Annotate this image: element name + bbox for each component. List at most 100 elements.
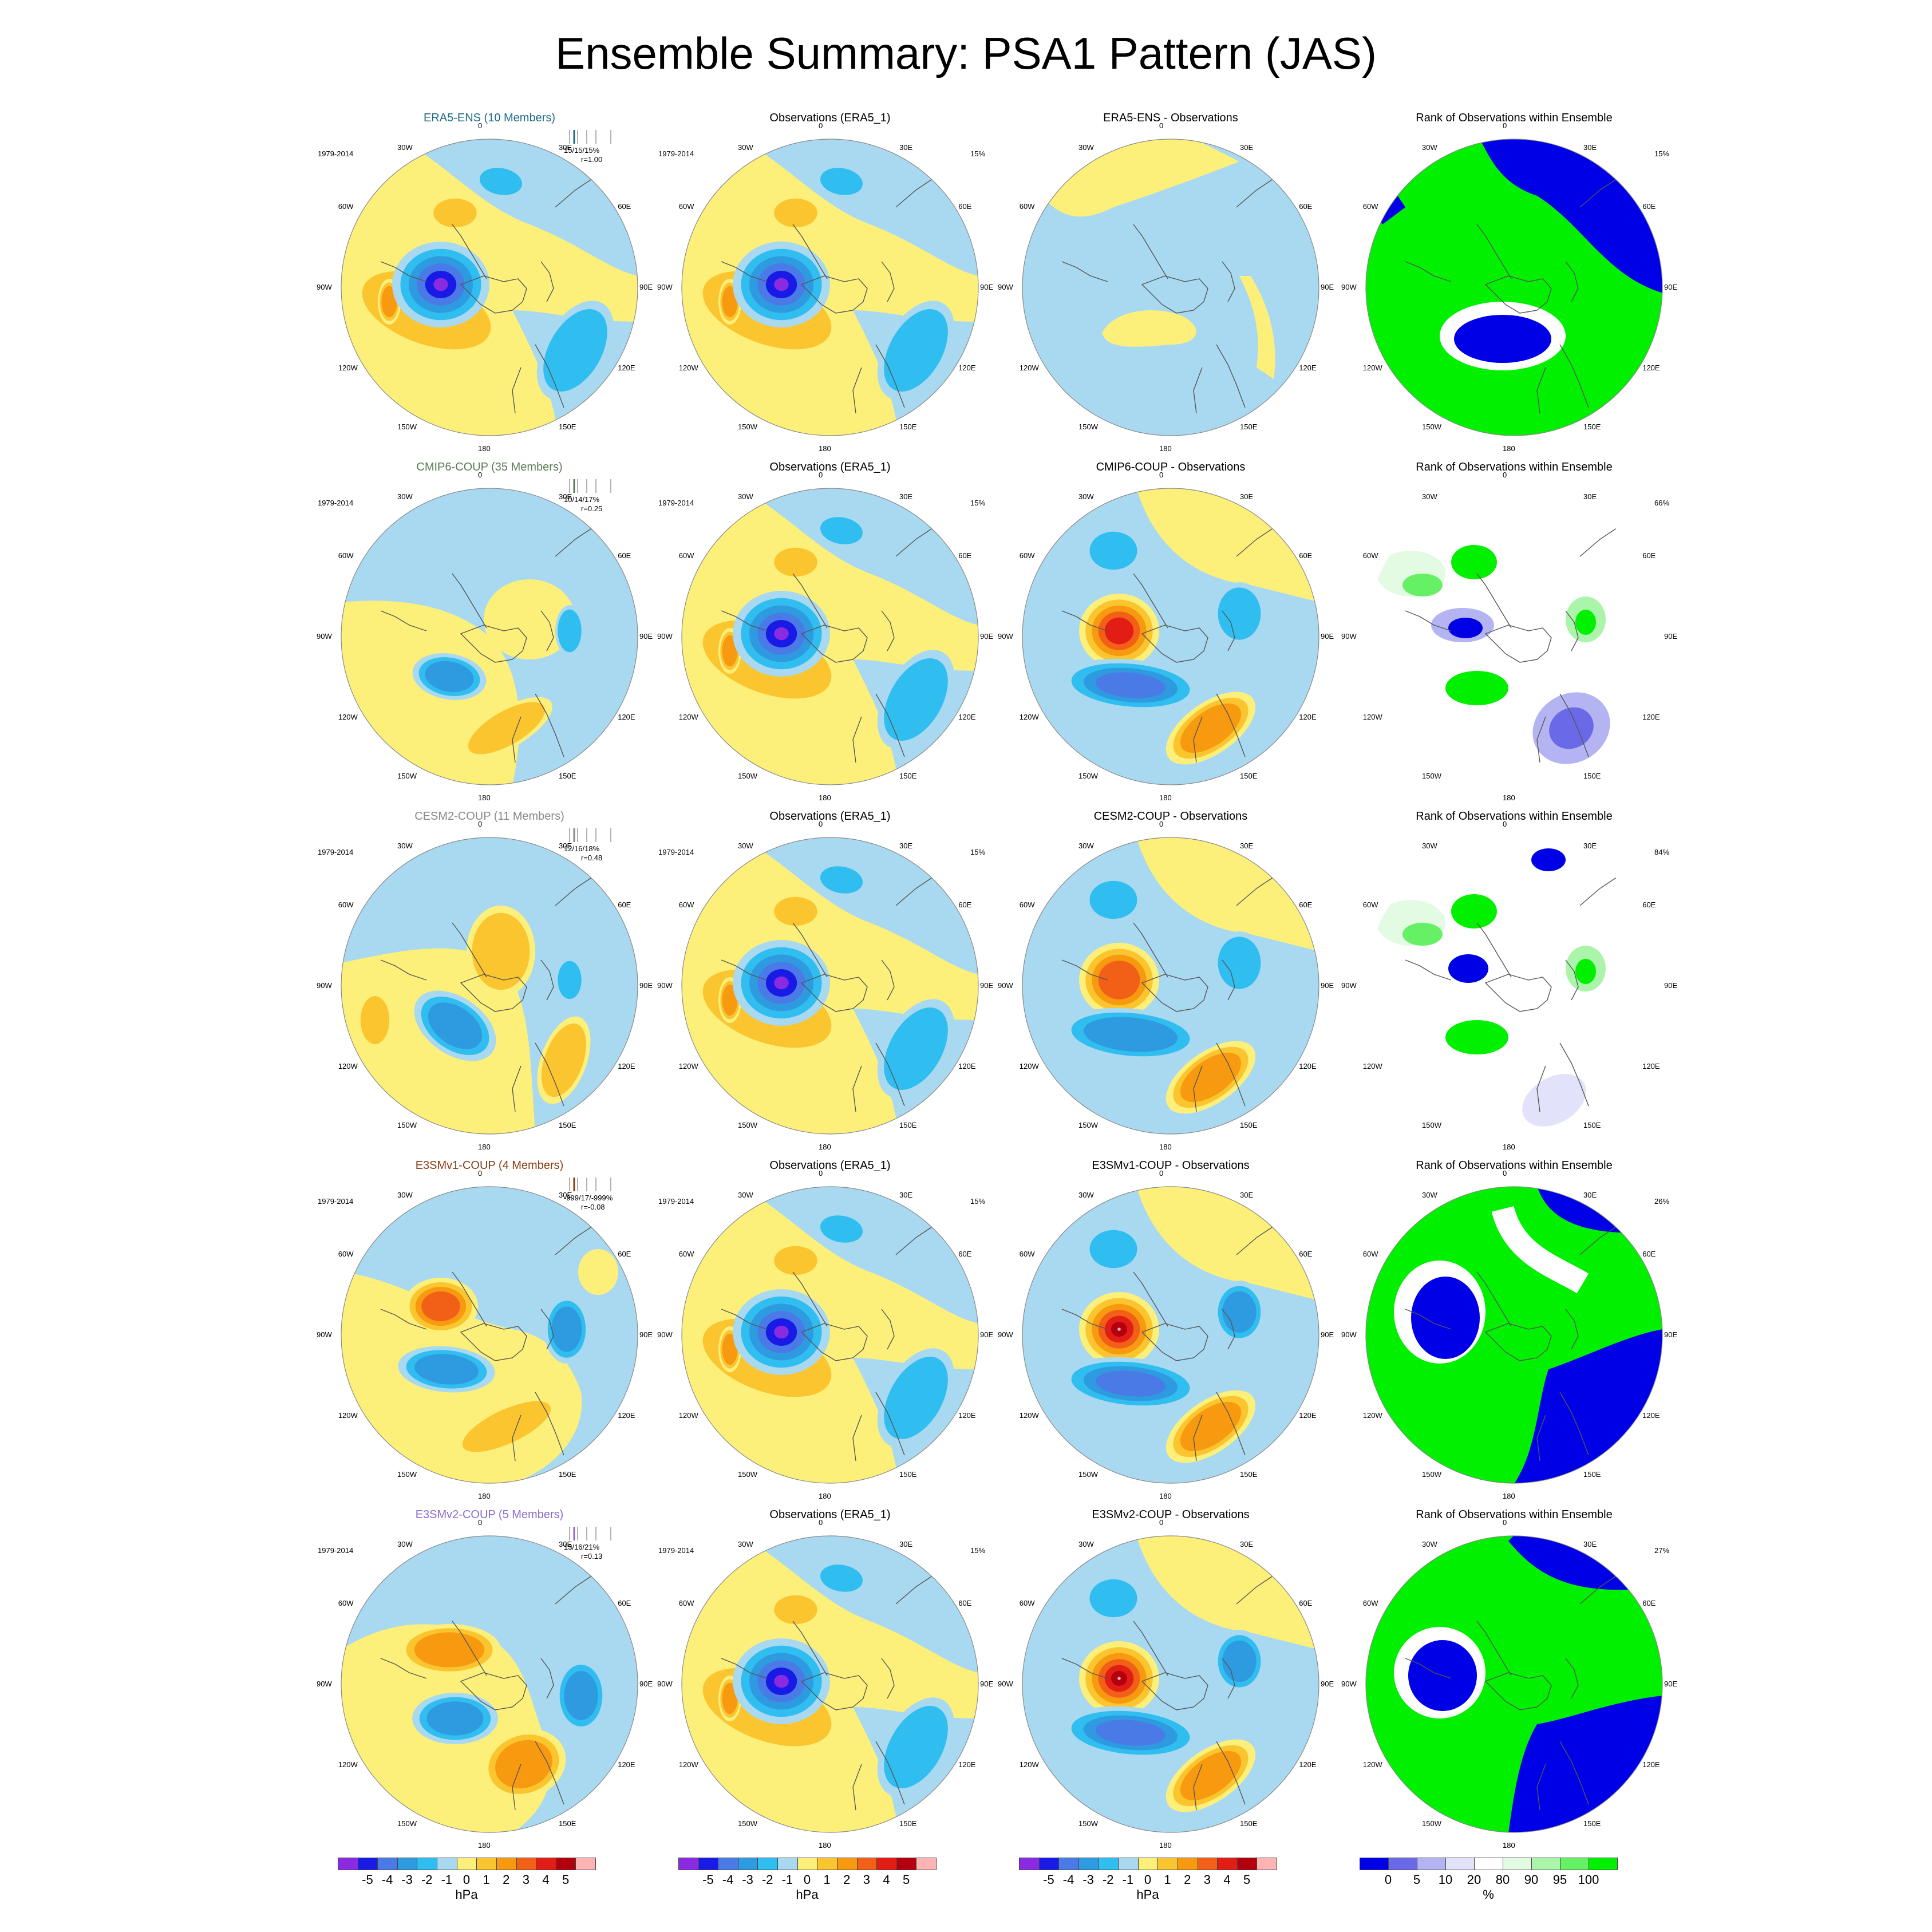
panel-title: CESM2-COUP (11 Members): [414, 810, 564, 823]
colorbar-swatch: [757, 1858, 779, 1870]
low-anomaly-contour: [884, 658, 948, 741]
low-anomaly-contour: [774, 1674, 789, 1688]
coastline: [452, 573, 487, 629]
high-anomaly-contour: [1104, 617, 1134, 645]
high-anomaly-contour: [472, 912, 530, 990]
longitude-label: 60E: [1299, 1250, 1313, 1258]
coastline: [1222, 959, 1235, 1001]
rank-high-region: [1445, 671, 1508, 705]
colorbar-swatch: [1058, 1858, 1079, 1870]
longitude-label: 150W: [738, 422, 757, 432]
longitude-label: 120E: [618, 1411, 635, 1420]
longitude-label: 120W: [1019, 1760, 1039, 1769]
coastline: [792, 573, 828, 629]
map-border: [1365, 139, 1663, 436]
longitude-label: 60W: [338, 202, 354, 211]
low-anomaly-contour: [1095, 672, 1166, 698]
longitude-label: 90W: [1341, 1330, 1357, 1339]
high-anomaly-contour: [774, 1595, 817, 1625]
low-anomaly-contour: [750, 837, 978, 974]
longitude-label: 120E: [618, 1062, 635, 1070]
polar-map: [341, 837, 638, 1135]
longitude-label: 90E: [639, 283, 653, 291]
longitude-label: 90E: [639, 632, 653, 641]
colorbar-tick-label: 4: [542, 1872, 550, 1887]
longitude-label: 90E: [1321, 981, 1334, 990]
panel-title: CESM2-COUP - Observations: [1093, 810, 1248, 823]
colorbar-swatch: [1474, 1858, 1503, 1870]
high-anomaly-contour: [495, 1740, 552, 1789]
rank-high-region: [1451, 545, 1497, 579]
coastline: [875, 1042, 905, 1107]
coastline: [1484, 1323, 1552, 1361]
longitude-label: 150E: [559, 772, 576, 781]
longitude-label: 180: [1503, 444, 1515, 453]
member-bars: [569, 479, 611, 493]
longitude-label: 60W: [1019, 900, 1035, 909]
high-anomaly-contour: [1180, 1052, 1242, 1103]
longitude-label: 120W: [1019, 713, 1039, 721]
map-border: [1365, 1535, 1663, 1833]
high-anomaly-contour: [433, 198, 477, 228]
colorbar-unit: hPa: [455, 1887, 478, 1902]
longitude-label: 60W: [338, 1250, 354, 1258]
longitude-label: 0: [1159, 1518, 1164, 1527]
rank-low-region: [1531, 848, 1566, 871]
longitude-label: 60E: [1642, 551, 1656, 560]
longitude-label: 60W: [678, 551, 694, 560]
longitude-label: 0: [819, 820, 823, 828]
longitude-label: 90W: [998, 981, 1013, 990]
colorbar-swatch: [496, 1858, 517, 1870]
longitude-label: 90E: [639, 981, 653, 990]
high-anomaly-contour: [414, 1632, 485, 1668]
colorbar-tick-label: 0: [1144, 1872, 1152, 1887]
coastline: [540, 959, 554, 1001]
polar-map: [681, 488, 979, 785]
low-anomaly-contour: [558, 961, 582, 999]
low-anomaly-contour: [479, 168, 523, 195]
longitude-label: 90E: [1664, 632, 1678, 641]
rank-low-region: [1549, 707, 1594, 749]
colorbar-tick-label: -5: [1043, 1872, 1054, 1887]
high-anomaly-contour: [774, 896, 817, 926]
longitude-label: 120E: [958, 1760, 976, 1769]
pct-label: 15%: [970, 848, 986, 856]
coastline: [881, 261, 895, 302]
rank-pct-label: 15%: [1654, 149, 1670, 158]
panel-title: Observations (ERA5_1): [769, 1508, 891, 1521]
low-anomaly-contour: [414, 1354, 479, 1385]
longitude-label: 30E: [899, 1190, 913, 1199]
longitude-label: 30W: [1422, 1190, 1437, 1199]
longitude-label: 0: [1159, 820, 1164, 828]
panel-title: Observations (ERA5_1): [769, 461, 891, 473]
panel-title: Rank of Observations within Ensemble: [1416, 112, 1613, 124]
longitude-label: 150E: [1240, 422, 1258, 432]
longitude-label: 30E: [559, 143, 572, 152]
colorbar-tick-label: -1: [781, 1872, 793, 1887]
longitude-label: 90W: [657, 283, 673, 291]
colorbar-tick-label: 0: [463, 1872, 471, 1887]
coastline: [540, 610, 554, 651]
longitude-label: 180: [819, 1492, 831, 1500]
colorbar-swatch: [1217, 1858, 1238, 1870]
correlation-label: r=0.48: [581, 854, 603, 862]
panel-r3-c4: Rank of Observations within Ensemble 84% 0…: [1341, 810, 1686, 1153]
coastline: [1193, 367, 1203, 414]
longitude-label: 0: [478, 820, 483, 828]
member-bars: [569, 130, 611, 144]
longitude-label: 150W: [1078, 1819, 1098, 1828]
colorbar-swatch: [1078, 1858, 1099, 1870]
panel-r5-c4: Rank of Observations within Ensemble 27% 0…: [1341, 1508, 1686, 1852]
colorbar-unit: hPa: [1136, 1887, 1159, 1902]
colorbar-swatch: [1257, 1858, 1277, 1870]
coastline: [721, 959, 768, 981]
longitude-label: 90E: [1321, 283, 1334, 291]
rank-pct-label: 27%: [1654, 1546, 1670, 1555]
panel-title: Observations (ERA5_1): [769, 112, 891, 124]
low-anomaly-contour: [409, 139, 638, 276]
longitude-label: 90E: [639, 1680, 653, 1688]
longitude-label: 150W: [738, 1470, 757, 1479]
coastline: [540, 1658, 554, 1699]
panel-r1-c2: Observations (ERA5_1) 1979-2014 15% 0 30E 60E…: [657, 112, 1002, 455]
